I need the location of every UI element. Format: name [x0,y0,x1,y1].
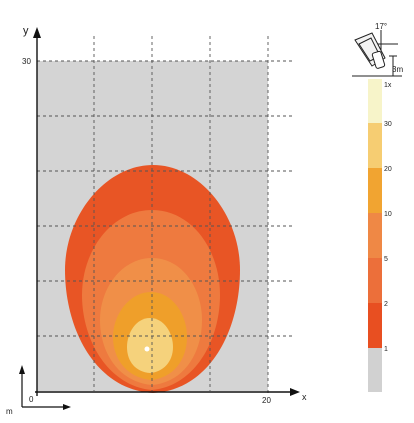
legend-swatch-1x [368,79,382,123]
illuminance-contours [65,165,240,393]
legend-swatch-20 [368,168,382,213]
legend-swatch-10 [368,213,382,258]
legend-label-5: 5 [384,256,388,263]
axes [33,27,300,396]
x-max-label: 20 [262,396,271,405]
legend-label-2: 2 [384,301,388,308]
legend-swatch-30 [368,123,382,168]
y-max-label: 30 [22,57,31,66]
x-axis-label: x [302,392,307,402]
legend-label-1: 1 [384,346,388,353]
legend-label-20: 20 [384,166,392,173]
mounting-height-label: 3m [392,65,403,74]
scale-arrows-icon [19,365,71,410]
tilt-angle-label: 17° [375,22,387,31]
contour-peak [144,346,150,352]
illuminance-legend: 1x 30 20 10 5 2 1 [368,79,392,392]
grid [37,36,295,396]
legend-swatch-5 [368,258,382,303]
contour-level-20 [127,318,173,373]
y-axis-label: y [23,25,29,37]
origin-label: 0 [29,395,34,404]
legend-swatch-2 [368,303,382,348]
legend-label-10: 10 [384,211,392,218]
luminaire-fixture-icon [352,30,402,77]
legend-swatch-1 [368,348,382,392]
unit-label: m [6,407,13,416]
legend-label-1x: 1x [384,82,392,89]
legend-label-30: 30 [384,121,392,128]
